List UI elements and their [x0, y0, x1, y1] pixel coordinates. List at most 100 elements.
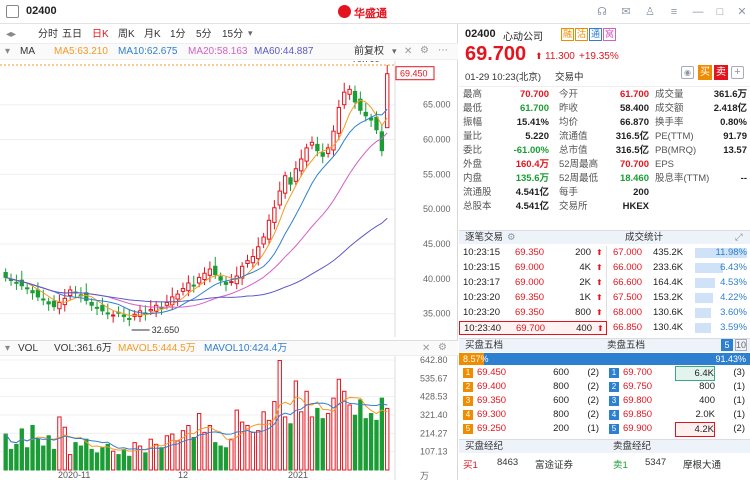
candle-body	[110, 314, 116, 317]
candle-body	[245, 260, 250, 264]
adjust-select[interactable]: 前复权	[354, 46, 384, 57]
buy-broker-name[interactable]: 富途证券	[535, 460, 574, 471]
ask-row[interactable]: 3 69.800 400 (1)	[605, 394, 750, 408]
tab-fenshi[interactable]: 分时	[38, 29, 58, 40]
book-orders: (2)	[587, 395, 599, 406]
stat-value: 4.541亿	[515, 187, 549, 198]
sidebar-toggle-icon[interactable]	[6, 5, 19, 18]
volume-chart[interactable]: 642.80 535.67 428.53 321.40 214.27 107.13 万 202…	[0, 356, 458, 480]
candle-body	[320, 152, 325, 157]
volume-bar	[127, 455, 132, 471]
settings-icon[interactable]: ⚙	[420, 45, 429, 56]
ask-ratio-text: 91.43%	[715, 354, 746, 364]
ask-row[interactable]: 2 69.750 800 (1)	[605, 380, 750, 394]
candle-body	[41, 298, 46, 301]
trade-volume: 1K	[579, 292, 591, 303]
change-percent: +19.35%	[579, 51, 619, 62]
x-axis-label: 12	[178, 470, 188, 480]
dropdown-icon[interactable]: ▾	[248, 28, 253, 38]
deal-share: 4.22%	[720, 292, 747, 303]
depth-5-button[interactable]: 5	[721, 339, 733, 351]
vol-collapse-icon[interactable]: ▾	[5, 343, 11, 354]
candle-body	[331, 130, 336, 151]
headset-icon[interactable]: ☊	[597, 6, 607, 18]
stats-row: 内盘 135.6万 52周最低 18.460 股息率(TTM) --	[459, 172, 750, 185]
tab-1min[interactable]: 1分	[170, 29, 186, 40]
volume-bar	[315, 407, 320, 471]
stat-label: 最低	[463, 103, 483, 114]
tab-week-k[interactable]: 周K	[118, 29, 135, 40]
sell-broker-name[interactable]: 摩根大通	[683, 460, 722, 471]
candle-body	[261, 236, 266, 245]
bid-row[interactable]: 1 69.450 600 (2)	[459, 366, 604, 380]
ask-row[interactable]: 1 69.700 6.4K (3)	[605, 366, 750, 381]
trades-settings-icon[interactable]: ⚙	[507, 232, 516, 243]
deal-row: 66.000 233.6K 6.43%	[607, 261, 750, 275]
vol-settings-icon[interactable]: ⚙	[438, 342, 447, 353]
deal-share-bar	[695, 278, 715, 288]
level-badge: 4	[463, 410, 473, 420]
ask-row[interactable]: 4 69.850 2.0K (1)	[605, 408, 750, 422]
more-icon[interactable]: ⋯	[438, 45, 448, 56]
candle-body	[180, 288, 186, 292]
candle-body	[164, 301, 170, 306]
current-price-tag	[395, 66, 435, 81]
bid-row[interactable]: 4 69.300 800 (2)	[459, 408, 604, 422]
vol-close-icon[interactable]: ✕	[422, 343, 431, 354]
volume-bars	[3, 359, 390, 471]
depth-10-button[interactable]: 10	[735, 339, 747, 351]
tab-month-k[interactable]: 月K	[144, 29, 161, 40]
volume-bar	[67, 454, 73, 471]
book-orders: (1)	[733, 381, 745, 392]
trades-title[interactable]: 逐笔交易	[465, 232, 504, 243]
candle-body	[57, 301, 62, 310]
tab-15min[interactable]: 15分	[222, 29, 244, 40]
deal-row: 67.500 153.2K 4.22%	[607, 291, 750, 305]
vol-legend: ▾ VOL VOL:361.6万 MAVOL5:444.5万 MAVOL10:4…	[0, 340, 458, 356]
trade-price: 69.700	[516, 323, 546, 334]
candle-body	[24, 287, 30, 290]
candle-body	[299, 158, 304, 172]
candle-body	[304, 147, 309, 162]
candle-body	[30, 290, 35, 294]
volume-bar	[320, 418, 325, 471]
close-ma-icon[interactable]: ✕	[404, 46, 413, 57]
volume-bar	[100, 447, 105, 471]
expand-icon[interactable]: ⤢	[735, 232, 743, 243]
alert-icon[interactable]: ◉	[681, 66, 694, 79]
candle-body	[46, 301, 51, 305]
tab-day-k[interactable]: 日K	[92, 29, 109, 40]
candle-body	[186, 282, 191, 292]
buy-button[interactable]: 买	[698, 65, 712, 80]
tab-5day[interactable]: 五日	[62, 29, 82, 40]
level-badge: 3	[463, 396, 473, 406]
shirt-icon[interactable]: ♙	[645, 6, 655, 18]
collapse-icon[interactable]: ▾	[5, 46, 11, 57]
tab-5min[interactable]: 5分	[196, 29, 212, 40]
buy-broker-level: 买1	[463, 460, 478, 471]
minimize-icon[interactable]: —	[692, 6, 704, 18]
maximize-icon[interactable]: □	[716, 6, 724, 18]
ma5-line	[5, 99, 388, 317]
add-watchlist-icon[interactable]: +	[731, 66, 744, 79]
mail-icon[interactable]: ✉	[621, 6, 631, 18]
ma-legend: ▾ MA MA5:63.210 MA10:62.675 MA20:58.163 …	[0, 44, 458, 60]
ask-row[interactable]: 5 69.900 4.2K (2)	[605, 422, 750, 437]
candle-body	[89, 301, 94, 306]
volume-bar	[191, 436, 196, 471]
bid-row[interactable]: 2 69.400 800 (2)	[459, 380, 604, 394]
adjust-chevron-icon[interactable]: ▾	[392, 46, 397, 56]
menu-icon[interactable]: ≡	[670, 6, 678, 18]
book-volume: 800	[699, 381, 715, 392]
volume-bar	[213, 442, 218, 471]
close-icon[interactable]: ✕	[737, 6, 747, 18]
kline-chart[interactable]: 65.000 60.000 55.000 50.000 45.000 40.000 35.0…	[0, 61, 458, 337]
sell-button[interactable]: 卖	[714, 65, 728, 80]
stat-label: 委比	[463, 145, 483, 156]
collapse-left-icon[interactable]: ◂▸	[6, 29, 17, 40]
bid-row[interactable]: 5 69.250 200 (1)	[459, 422, 604, 436]
bid-row[interactable]: 3 69.350 600 (2)	[459, 394, 604, 408]
candle-body	[385, 73, 390, 129]
deal-stats-title[interactable]: 成交统计	[625, 232, 664, 243]
candle-body	[207, 268, 213, 276]
